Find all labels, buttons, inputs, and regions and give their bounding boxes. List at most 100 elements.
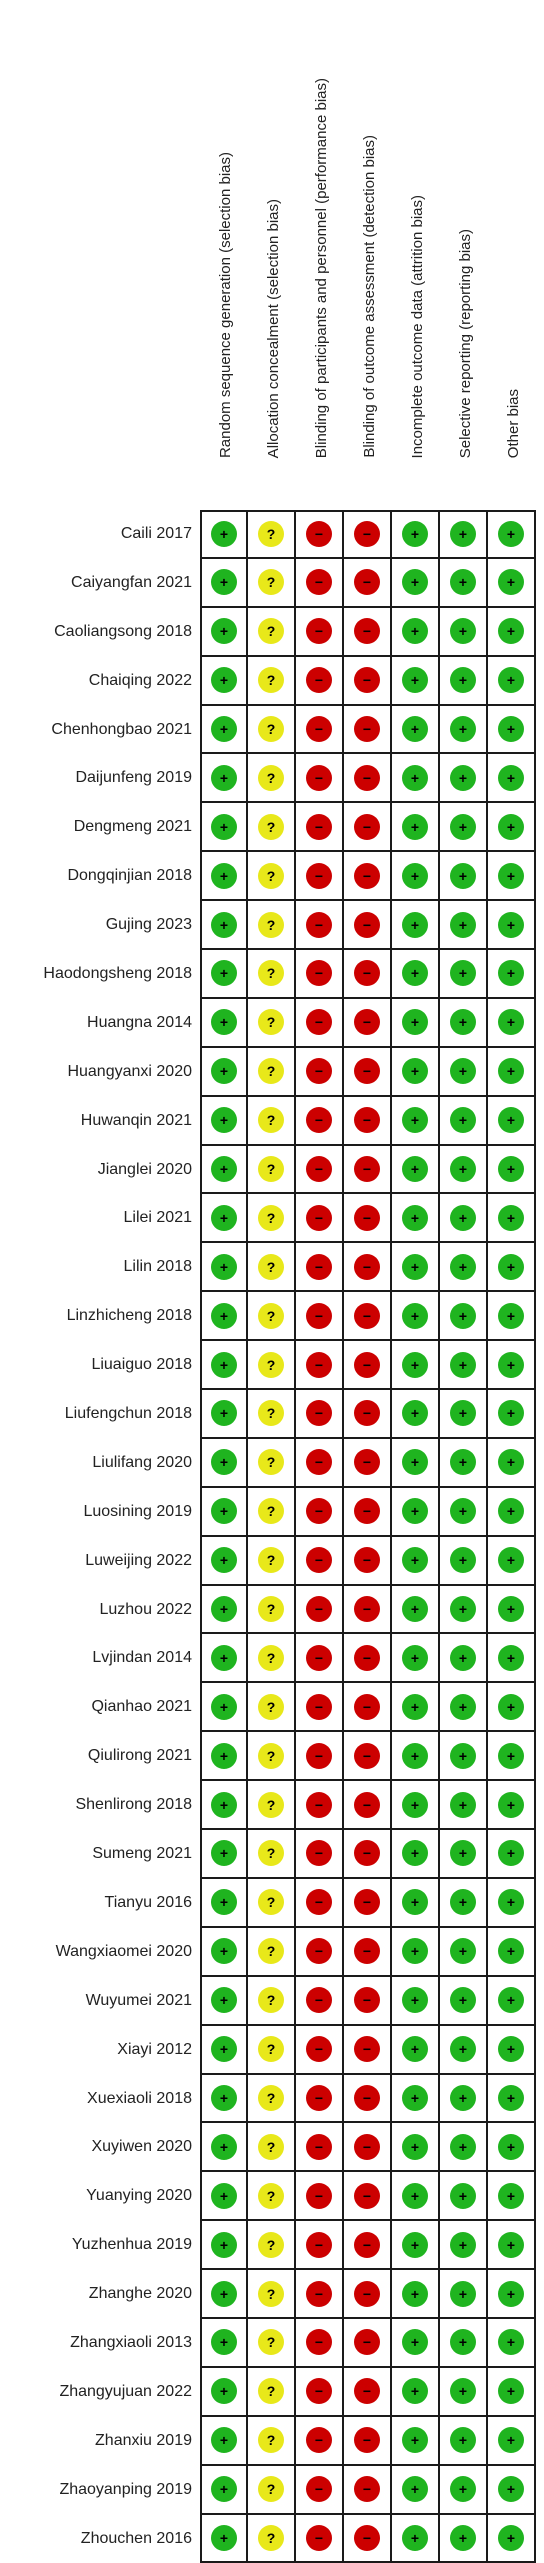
rating-cell: +: [392, 2074, 440, 2124]
rating-low-icon: +: [402, 1156, 428, 1183]
rating-unclear-icon: ?: [258, 1107, 284, 1134]
rating-cell: −: [296, 510, 344, 559]
rating-high-icon: −: [306, 1742, 332, 1769]
rating-cell: +: [440, 1585, 488, 1635]
rating-low-icon: +: [498, 1351, 524, 1378]
rating-low-icon: +: [450, 2378, 476, 2405]
rating-cell: −: [344, 754, 392, 804]
rating-cell: +: [200, 2416, 248, 2466]
rating-high-icon: −: [354, 1156, 380, 1183]
rating-cell: −: [344, 510, 392, 559]
rating-cell: +: [488, 803, 536, 853]
study-label: Wuyumei 2021: [85, 1991, 192, 2009]
rating-low-icon: +: [211, 1400, 237, 1427]
rating-low-icon: +: [450, 1840, 476, 1867]
rating-high-icon: −: [306, 1791, 332, 1818]
rating-cell: −: [296, 2025, 344, 2075]
rating-cell: +: [200, 2367, 248, 2417]
rating-low-icon: +: [402, 2378, 428, 2405]
rating-cell: +: [440, 803, 488, 853]
rating-high-icon: −: [354, 862, 380, 889]
rating-cell: −: [344, 1292, 392, 1342]
rating-cell: −: [344, 2025, 392, 2075]
rating-cell: +: [440, 950, 488, 999]
rating-cell: −: [344, 1732, 392, 1782]
rating-cell: +: [488, 2367, 536, 2417]
rating-cell: −: [344, 2172, 392, 2222]
rating-low-icon: +: [211, 1840, 237, 1867]
rating-unclear-icon: ?: [258, 1498, 284, 1525]
rating-cell: −: [344, 998, 392, 1048]
rating-cell: +: [440, 1047, 488, 1097]
rating-low-icon: +: [498, 2036, 524, 2063]
rating-cell: +: [440, 2025, 488, 2075]
rating-cell: +: [440, 2074, 488, 2124]
rating-cell: −: [296, 1194, 344, 1244]
rating-cell: −: [296, 852, 344, 902]
rating-unclear-icon: ?: [258, 1351, 284, 1378]
study-label: Lvjindan 2014: [92, 1649, 192, 1667]
rating-cell: +: [440, 901, 488, 951]
study-label: Zhangyujuan 2022: [59, 2382, 192, 2400]
rating-low-icon: +: [498, 1987, 524, 2014]
rating-low-icon: +: [402, 2476, 428, 2503]
study-label: Jianglei 2020: [97, 1160, 192, 1178]
rating-high-icon: −: [306, 1840, 332, 1867]
rating-low-icon: +: [450, 1009, 476, 1036]
rating-cell: +: [488, 1487, 536, 1537]
rating-high-icon: −: [354, 2036, 380, 2063]
rating-low-icon: +: [211, 2476, 237, 2503]
rating-cell: +: [440, 1536, 488, 1586]
rating-cell: +: [488, 1096, 536, 1146]
rating-cell: +: [200, 950, 248, 999]
rating-cell: +: [440, 1194, 488, 1244]
rating-cell: −: [344, 2416, 392, 2466]
rating-low-icon: +: [402, 1351, 428, 1378]
rating-cell: +: [488, 1878, 536, 1928]
rating-low-icon: +: [450, 1987, 476, 2014]
rating-cell: +: [200, 1438, 248, 1488]
rating-low-icon: +: [450, 1547, 476, 1574]
rating-cell: ?: [248, 2367, 296, 2417]
rating-cell: +: [488, 1781, 536, 1831]
rating-cell: −: [296, 2465, 344, 2515]
rating-high-icon: −: [306, 1938, 332, 1965]
rating-cell: −: [296, 1781, 344, 1831]
rating-low-icon: +: [402, 1498, 428, 1525]
rating-cell: +: [440, 1781, 488, 1831]
rating-low-icon: +: [450, 862, 476, 889]
rating-cell: −: [296, 656, 344, 706]
rating-unclear-icon: ?: [258, 521, 284, 548]
rating-cell: +: [200, 1390, 248, 1439]
rating-low-icon: +: [402, 618, 428, 645]
rating-high-icon: −: [354, 2476, 380, 2503]
rating-cell: +: [488, 1634, 536, 1684]
rating-cell: ?: [248, 1830, 296, 1879]
rating-high-icon: −: [306, 569, 332, 596]
rating-cell: −: [296, 754, 344, 804]
rating-high-icon: −: [306, 1204, 332, 1231]
rating-low-icon: +: [211, 1009, 237, 1036]
study-label: Sumeng 2021: [92, 1845, 192, 1863]
rating-low-icon: +: [402, 1058, 428, 1085]
rating-low-icon: +: [450, 1253, 476, 1280]
rating-unclear-icon: ?: [258, 1938, 284, 1965]
rating-cell: ?: [248, 1683, 296, 1733]
rating-cell: −: [344, 705, 392, 755]
rating-low-icon: +: [402, 667, 428, 694]
rating-cell: +: [200, 656, 248, 706]
rating-cell: +: [488, 852, 536, 902]
rating-cell: +: [488, 1194, 536, 1244]
rating-low-icon: +: [211, 1058, 237, 1085]
rating-low-icon: +: [402, 1009, 428, 1036]
rating-low-icon: +: [498, 1498, 524, 1525]
rating-high-icon: −: [306, 618, 332, 645]
rating-cell: +: [392, 1390, 440, 1439]
study-label: Daijunfeng 2019: [75, 769, 192, 787]
rating-high-icon: −: [306, 1889, 332, 1916]
rating-high-icon: −: [306, 2036, 332, 2063]
rating-low-icon: +: [211, 813, 237, 840]
domain-header: Blinding of outcome assessment (detectio…: [344, 0, 392, 460]
rating-low-icon: +: [402, 1547, 428, 1574]
rating-cell: −: [344, 1243, 392, 1293]
